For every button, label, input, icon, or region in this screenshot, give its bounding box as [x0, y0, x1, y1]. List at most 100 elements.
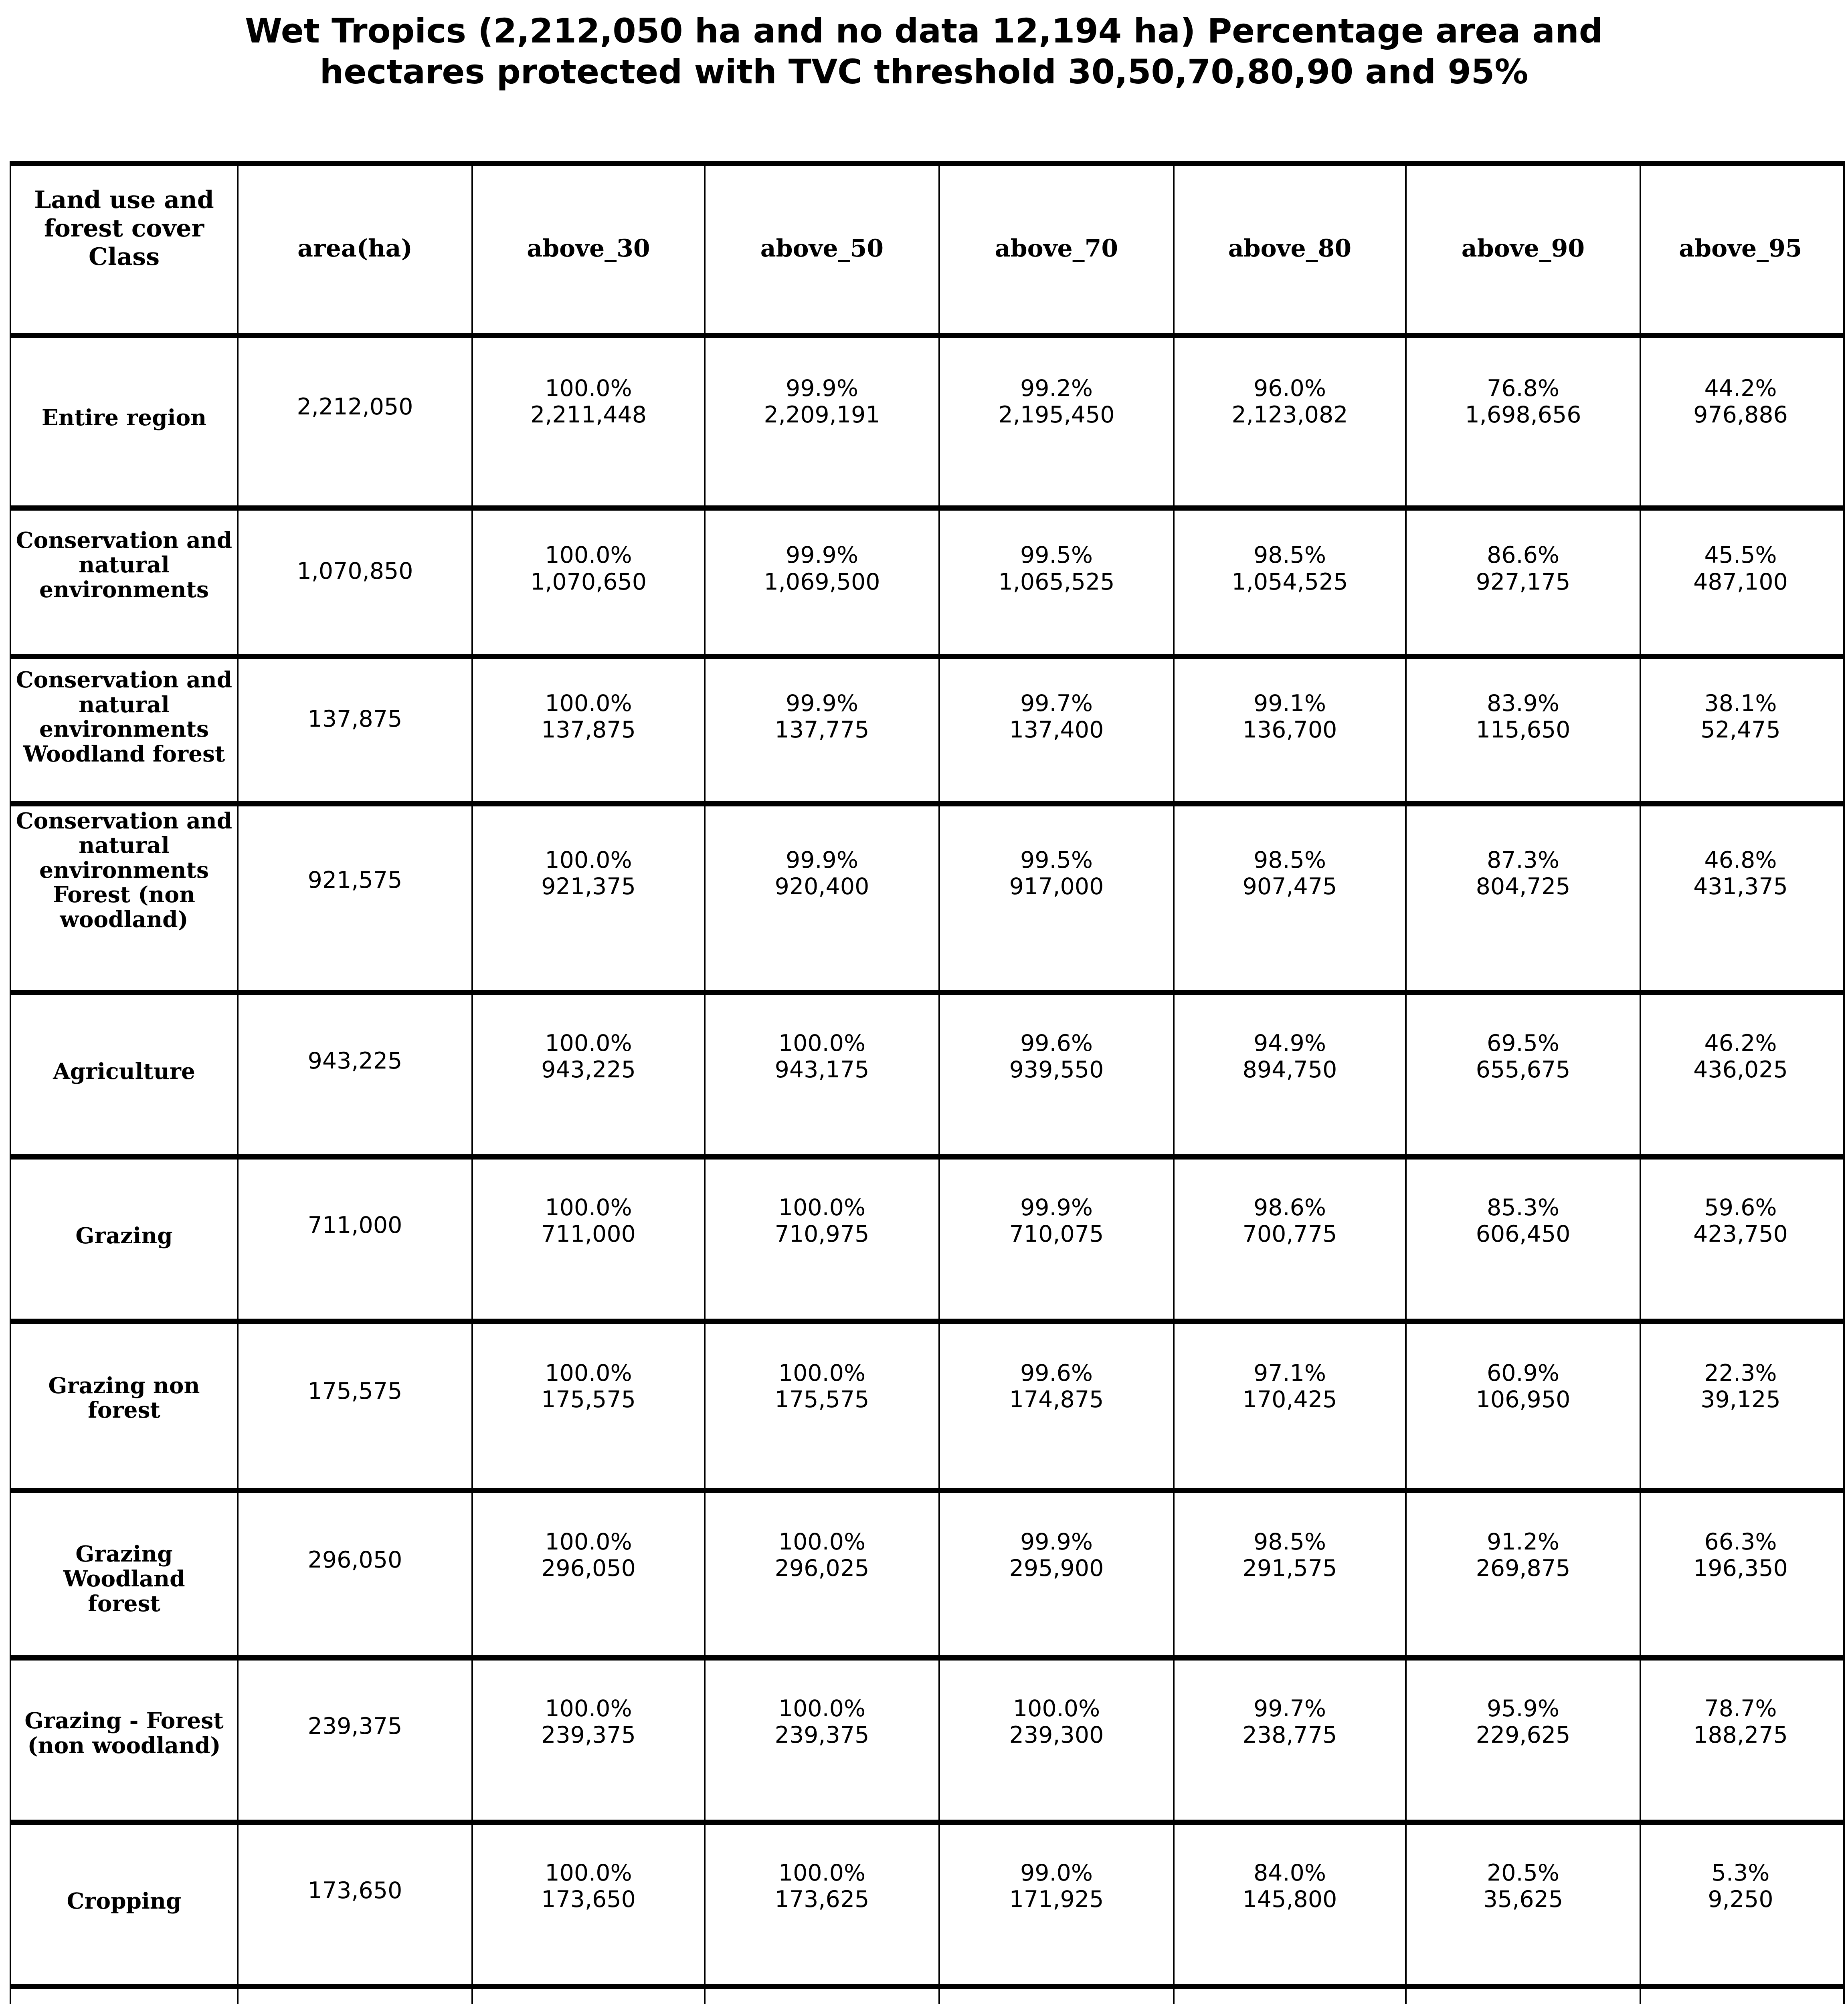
- data-cell: 100.0% 175,575: [473, 1323, 706, 1488]
- data-cell: 78.7% 188,275: [1641, 1661, 1840, 1820]
- cell-text-line: 170,425: [1242, 1386, 1337, 1413]
- spacer: [940, 1989, 1173, 2004]
- area-cell-text: 137,875: [239, 706, 471, 732]
- data-cell: 76.8% 1,698,656: [1407, 338, 1641, 505]
- data-cell: 99.1% 136,700: [1175, 659, 1407, 801]
- area-cell: 296,050: [239, 1493, 473, 1655]
- cell-text-line: 44.2%: [1704, 375, 1777, 402]
- spacer: [473, 995, 704, 1030]
- cell-text-line: 97.1%: [1253, 1360, 1326, 1386]
- cell-text-line: 1,698,656: [1465, 401, 1581, 428]
- cell-text-line: Grazing - Forest: [24, 1707, 224, 1734]
- cell-text-line: 86.6%: [1486, 542, 1560, 569]
- data-cell-text: 100.0% 137,875: [473, 690, 704, 743]
- data-cell: 20.5% 35,625: [1407, 1824, 1641, 1984]
- cell-text-line: 175,575: [541, 1386, 636, 1413]
- spacer: [940, 995, 1173, 1030]
- cell-text-line: 99.1%: [1253, 690, 1326, 717]
- data-cell: 59.6% 423,750: [1641, 1160, 1840, 1319]
- cell-text-line: 100.0%: [545, 1529, 632, 1556]
- cell-text-line: 100.0%: [545, 1194, 632, 1221]
- cell-text-line: Conservation and: [16, 807, 233, 834]
- data-cell: 95.9% 229,625: [1407, 1660, 1641, 1820]
- cell-text-line: 100.0%: [545, 690, 632, 717]
- cell-text-line: Cropping: [67, 1887, 182, 1914]
- area-cell: 137,875: [239, 659, 473, 801]
- spacer: [1407, 1989, 1640, 2004]
- spacer: [1641, 995, 1840, 1030]
- cell-text-line: 175,575: [774, 1386, 869, 1413]
- spacer: [239, 1661, 471, 1713]
- data-cell-text: 99.9% 295,900: [940, 1529, 1173, 1582]
- data-cell: 98.3%57,525: [940, 1989, 1175, 2004]
- spacer: [11, 1493, 237, 1542]
- spacer: [239, 1825, 471, 1877]
- spacer: [1407, 166, 1640, 234]
- cell-text-line: 894,750: [1242, 1057, 1337, 1083]
- cell-text-line: 91.2%: [1486, 1529, 1560, 1556]
- data-cell-text: 99.0% 171,925: [940, 1860, 1173, 1913]
- cell-text-line: 100.0%: [545, 846, 632, 873]
- spacer: [473, 1160, 704, 1194]
- cell-text-line: 99.9%: [785, 542, 859, 569]
- spacer: [11, 1160, 237, 1223]
- data-cell: 99.9% 137,775: [706, 659, 940, 801]
- row-label-cell: Irrigation: [11, 1989, 239, 2004]
- data-cell: 100.0% 1,070,650: [473, 510, 706, 654]
- data-cell-text: 100.0% 2,211,448: [473, 375, 704, 428]
- cell-text-line: 1,065,525: [998, 568, 1115, 595]
- data-cell-text: 99.5% 1,065,525: [940, 542, 1173, 595]
- cell-text-line: 943,225: [307, 1047, 402, 1074]
- data-cell-text: 99.9% 137,775: [706, 690, 938, 743]
- header-cell-class: Land use and forest cover Class: [11, 166, 239, 333]
- spacer: [239, 1324, 471, 1378]
- cell-text-line: 100.0%: [545, 375, 632, 402]
- spacer: [940, 1661, 1173, 1695]
- header-class-line: Land use and: [34, 186, 214, 214]
- spacer: [1641, 659, 1840, 690]
- data-cell-text: 22.3% 39,125: [1641, 1360, 1840, 1413]
- header-cell-above-80: above_80: [1175, 166, 1407, 333]
- cell-text-line: Conservation and: [16, 527, 233, 553]
- cell-text-line: 173,650: [541, 1886, 636, 1913]
- data-cell: 96.0% 2,123,082: [1175, 338, 1407, 505]
- cell-text-line: 99.2%: [1020, 375, 1093, 402]
- data-cell: 100.0% 173,625: [706, 1824, 940, 1984]
- data-cell-text: 100.0% 239,300: [940, 1695, 1173, 1748]
- area-cell: 921,575: [239, 806, 473, 990]
- cell-text-line: 39,125: [1700, 1386, 1781, 1413]
- cell-text-line: 98.5%: [1253, 542, 1326, 569]
- spacer: [11, 659, 237, 667]
- spacer: [473, 1825, 704, 1860]
- data-cell-text: 99.2% 2,195,450: [940, 375, 1173, 428]
- spacer: [11, 995, 237, 1059]
- data-cell-text: 94.9% 894,750: [1175, 1030, 1405, 1083]
- cell-text-line: natural: [79, 832, 170, 859]
- cell-text-line: 943,175: [774, 1057, 869, 1083]
- data-cell-text: 46.8% 431,375: [1641, 847, 1840, 900]
- row-label-cell-text: Grazing: [11, 1223, 237, 1248]
- header-cell-above-70: above_70: [940, 166, 1175, 333]
- cell-text-line: 137,775: [774, 717, 869, 743]
- spacer: [706, 511, 938, 542]
- cell-text-line: 99.5%: [1020, 542, 1093, 569]
- row-label-cell: Grazing Woodland forest: [11, 1493, 239, 1655]
- spacer: [1641, 1661, 1840, 1695]
- data-cell-text: 100.0% 943,175: [706, 1030, 938, 1083]
- data-cell-text: 91.2% 269,875: [1407, 1529, 1640, 1582]
- data-cell-text: 100.0% 175,575: [473, 1360, 704, 1413]
- data-cell: 44.2% 976,886: [1641, 338, 1840, 505]
- cell-text-line: 76.8%: [1486, 375, 1560, 402]
- data-cell: 46.2% 436,025: [1641, 995, 1840, 1154]
- cell-text-line: 100.0%: [778, 1695, 866, 1722]
- spacer: [239, 511, 471, 558]
- data-cell-text: 100.0% 296,025: [706, 1529, 938, 1582]
- data-cell: 94.9% 894,750: [1175, 995, 1407, 1154]
- cell-text-line: 106,950: [1476, 1386, 1571, 1413]
- cell-text-line: environments: [39, 576, 209, 602]
- cell-text-line: 60.9%: [1486, 1360, 1560, 1386]
- data-cell: 100.0% 943,225: [473, 995, 706, 1154]
- cell-text-line: 710,975: [774, 1221, 869, 1248]
- spacer: [940, 166, 1173, 234]
- row-label-cell-text: Cropping: [11, 1889, 237, 1913]
